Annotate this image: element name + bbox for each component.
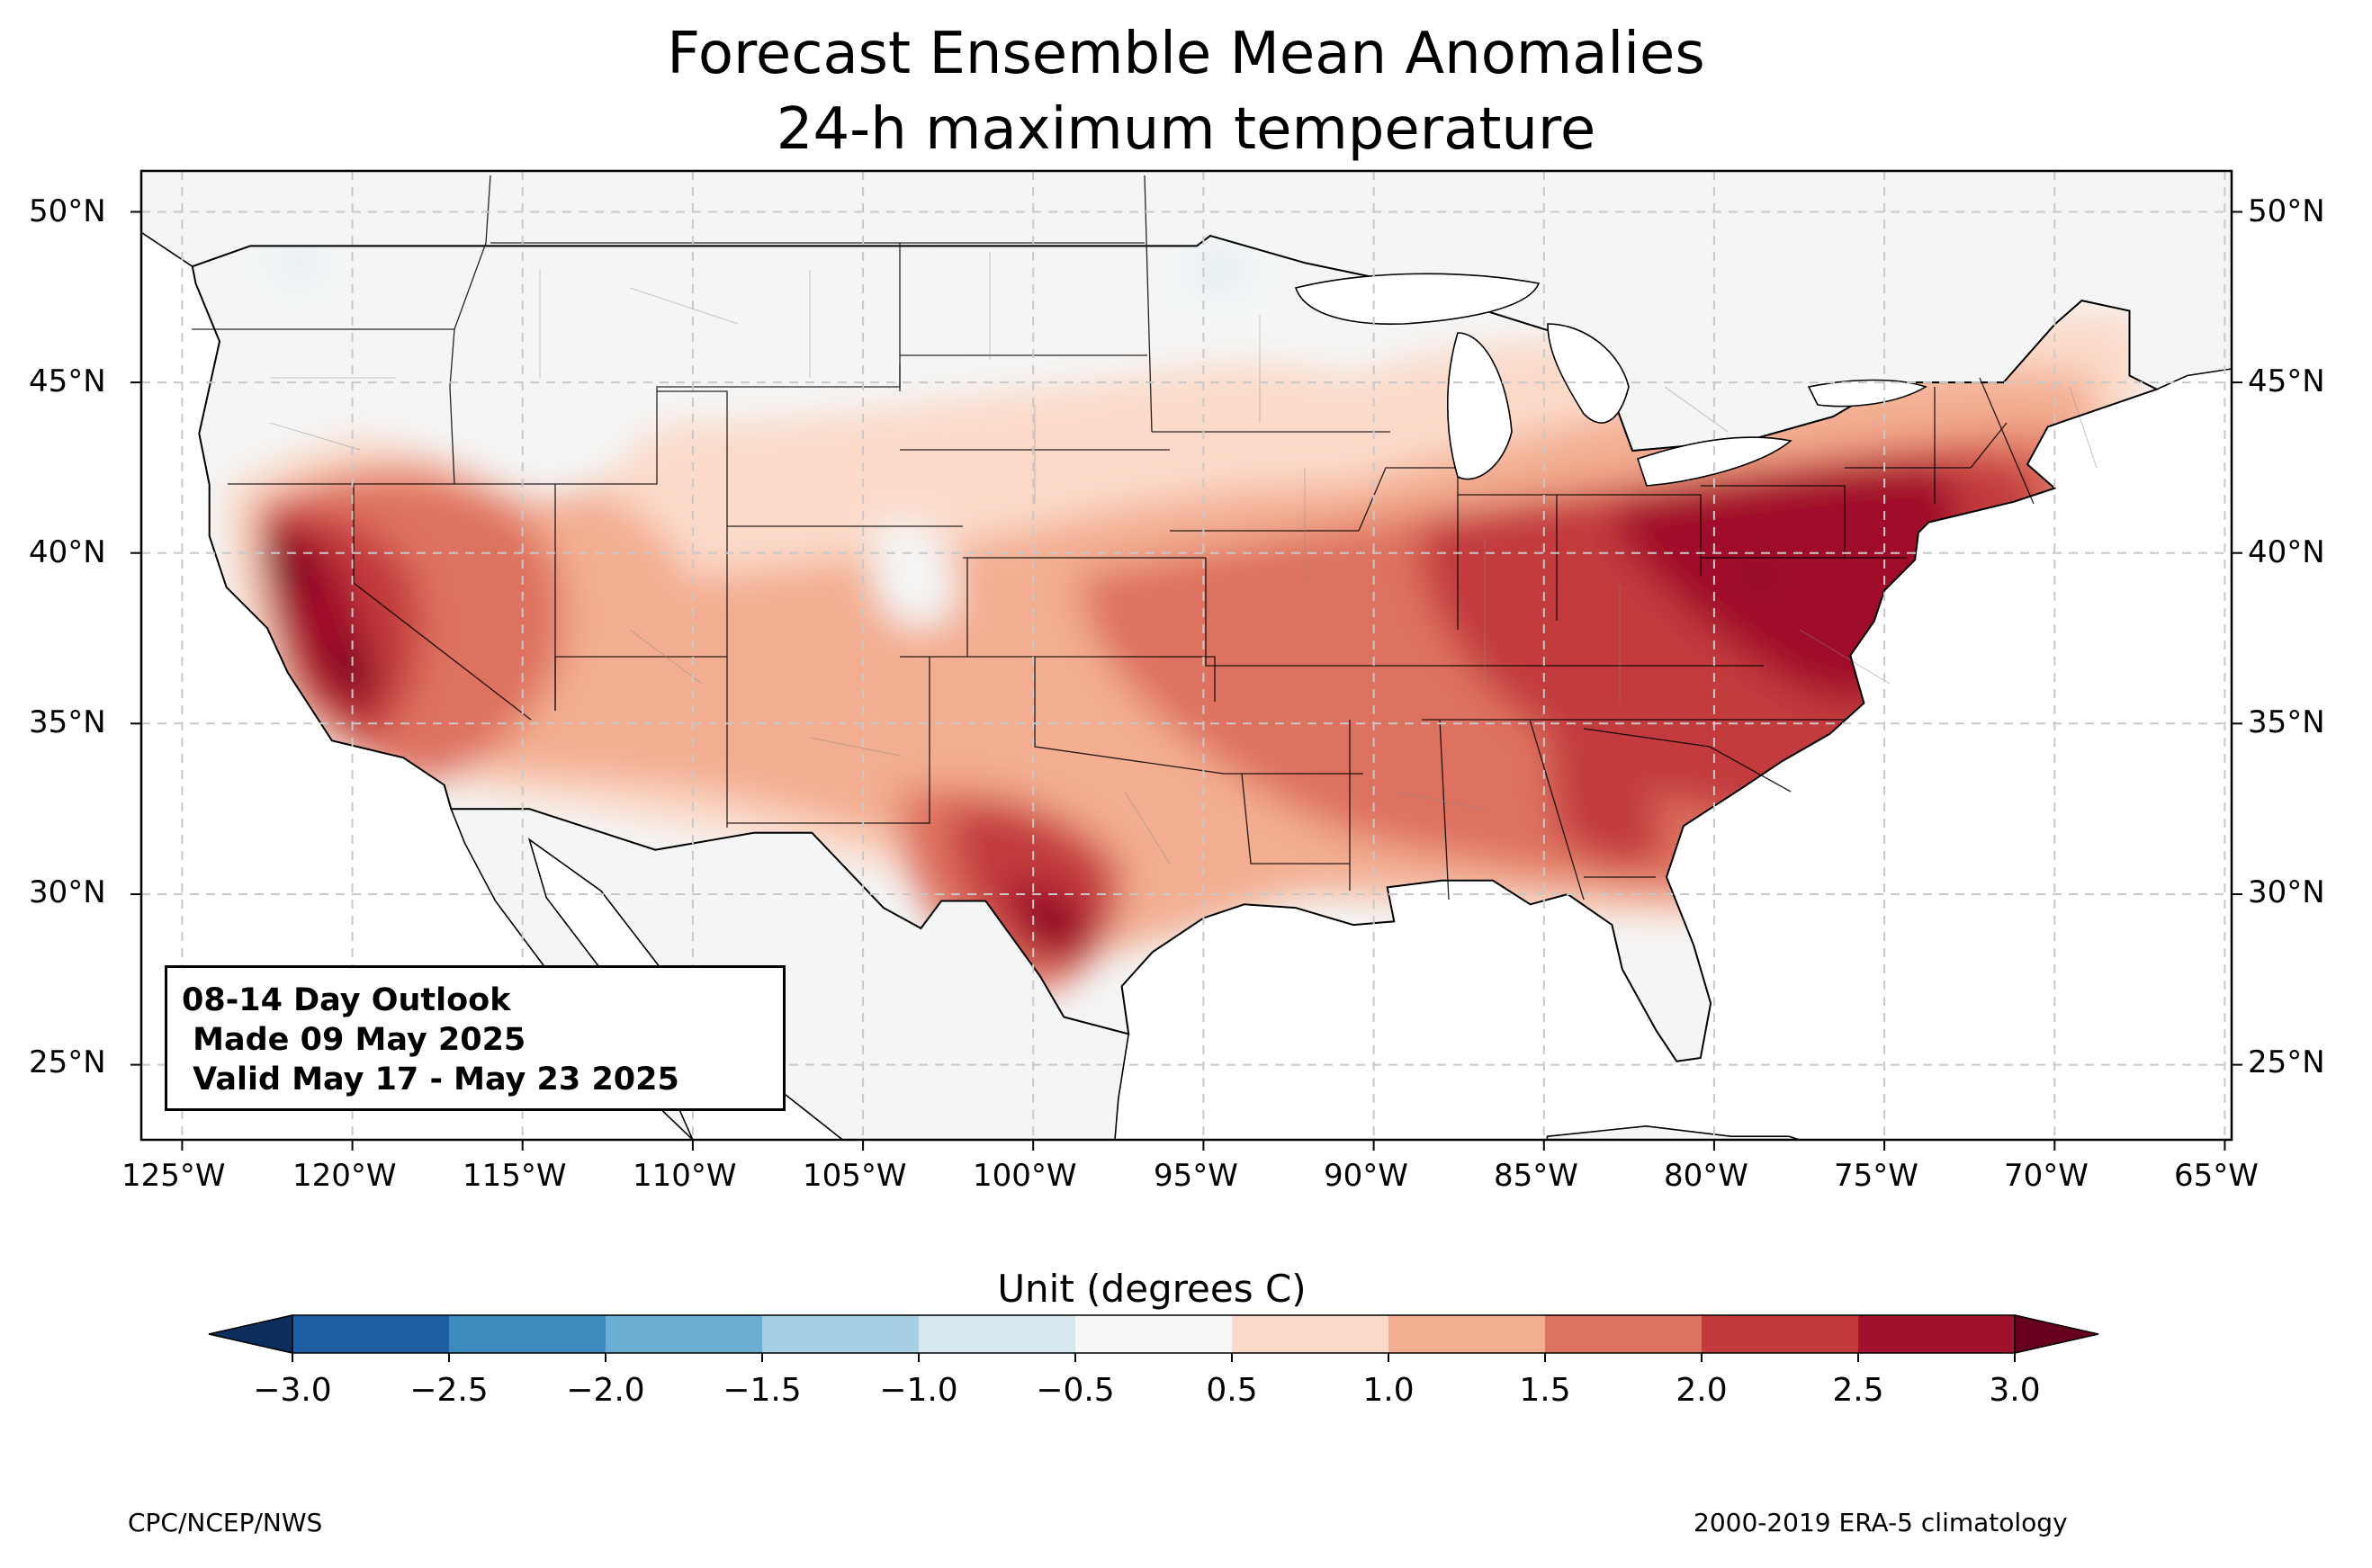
title-line-1: Forecast Ensemble Mean Anomalies (667, 21, 1705, 87)
lat-label-25-right: 25°N (2248, 1044, 2325, 1080)
lon-label-115w: 115°W (463, 1158, 567, 1194)
cuba-coastline (1546, 1124, 1800, 1140)
colorbar-tick-label: 1.5 (1519, 1372, 1571, 1409)
lon-label-75w: 75°W (1834, 1158, 1918, 1194)
colorbar-segment (449, 1315, 606, 1353)
colorbar-extend-high (2014, 1314, 2099, 1354)
lat-label-50-right: 50°N (2248, 193, 2325, 229)
colorbar-segment (606, 1315, 763, 1353)
lon-label-95w: 95°W (1154, 1158, 1238, 1194)
colorbar-segment (1388, 1315, 1546, 1353)
lat-label-25-left: 25°N (29, 1044, 106, 1080)
lat-label-35-right: 35°N (2248, 704, 2325, 740)
lat-label-35-left: 35°N (29, 704, 106, 740)
colorbar-segment (1702, 1315, 1859, 1353)
lon-label-65w: 65°W (2174, 1158, 2259, 1194)
colorbar (208, 1314, 2099, 1362)
anomaly-2.0-2.5 (261, 455, 2043, 964)
colorbar-tick-label: 0.5 (1206, 1372, 1258, 1409)
colorbar-segment (1858, 1315, 2016, 1353)
lat-label-45-right: 45°N (2248, 363, 2325, 399)
colorbar-segment (292, 1315, 450, 1353)
anomaly-neutral-north (225, 255, 1170, 628)
colorbar-tick-label: 1.0 (1362, 1372, 1415, 1409)
colorbar-segment (1545, 1315, 1703, 1353)
colorbar-tick-label: −1.5 (723, 1372, 802, 1409)
colorbar-tick-label: 2.0 (1676, 1372, 1728, 1409)
colorbar-title: Unit (degrees C) (997, 1267, 1307, 1311)
colorbar-segment (1075, 1315, 1233, 1353)
anomaly-cool-spot-wa (275, 250, 319, 275)
lon-label-85w: 85°W (1494, 1158, 1578, 1194)
outlook-valid-range: Valid May 17 - May 23 2025 (182, 1062, 679, 1098)
colorbar-tick-label: −0.5 (1036, 1372, 1115, 1409)
lon-label-120w: 120°W (292, 1158, 397, 1194)
map-frame (139, 169, 2233, 1142)
lon-label-105w: 105°W (803, 1158, 907, 1194)
colorbar-tick-label: 3.0 (1989, 1372, 2041, 1409)
colorbar-segment (1232, 1315, 1389, 1353)
anomaly-cool-spot-nd (1194, 255, 1244, 284)
colorbar-tick-label: −1.0 (879, 1372, 958, 1409)
lon-label-80w: 80°W (1664, 1158, 1748, 1194)
colorbar-tick-label: −2.0 (566, 1372, 645, 1409)
lat-label-30-left: 30°N (29, 874, 106, 910)
lon-label-70w: 70°W (2004, 1158, 2089, 1194)
lon-label-90w: 90°W (1324, 1158, 1408, 1194)
title-block: Forecast Ensemble Mean Anomalies 24-h ma… (0, 16, 2372, 167)
lon-label-125w: 125°W (121, 1158, 226, 1194)
outlook-made-date: Made 09 May 2025 (182, 1022, 526, 1058)
lat-label-40-left: 40°N (29, 534, 106, 570)
lat-label-40-right: 40°N (2248, 534, 2325, 570)
lon-label-110w: 110°W (633, 1158, 737, 1194)
colorbar-outline (292, 1314, 2016, 1354)
colorbar-segment (762, 1315, 920, 1353)
state-borders (192, 175, 2035, 900)
canada-land (141, 171, 2232, 451)
lat-label-45-left: 45°N (29, 363, 106, 399)
title-line-2: 24-h maximum temperature (776, 96, 1596, 163)
county-lines (269, 252, 2098, 865)
outlook-period: 08-14 Day Outlook (182, 982, 511, 1018)
footer-source: CPC/NCEP/NWS (128, 1508, 323, 1537)
canada-coastline (141, 171, 2232, 452)
great-lakes (1294, 273, 1927, 487)
lon-label-100w: 100°W (973, 1158, 1077, 1194)
footer-climatology: 2000-2019 ERA-5 climatology (1694, 1508, 2068, 1537)
axis-ticks (130, 211, 2242, 1151)
colorbar-tick-label: −3.0 (253, 1372, 332, 1409)
anomaly-2.5-3.0 (261, 468, 1961, 957)
colorbar-segment (919, 1315, 1076, 1353)
outlook-info-box: 08-14 Day Outlook Made 09 May 2025 Valid… (165, 965, 786, 1111)
colorbar-tick-label: −2.5 (409, 1372, 489, 1409)
lat-label-50-left: 50°N (29, 193, 106, 229)
colorbar-tick-label: 2.5 (1832, 1372, 1884, 1409)
anomaly-field (225, 250, 2142, 993)
lat-label-30-right: 30°N (2248, 874, 2325, 910)
colorbar-extend-low (208, 1314, 293, 1354)
